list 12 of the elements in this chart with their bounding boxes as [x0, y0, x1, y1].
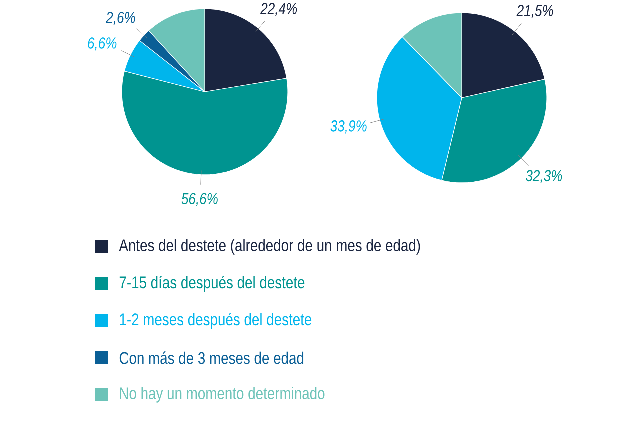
data-label: 56,6%: [182, 193, 218, 206]
data-label: 22,4%: [260, 3, 298, 16]
legend-label: No hay un momento determinado: [120, 387, 325, 403]
legend-label: 7-15 días después del destete: [120, 276, 305, 292]
legend-label: 1-2 meses después del destete: [120, 312, 312, 329]
legend-label: Con más de 3 meses de edad: [120, 352, 304, 364]
data-label: 32,3%: [526, 170, 562, 184]
data-label: 33,9%: [330, 120, 367, 134]
data-label: 21,5%: [516, 5, 554, 18]
data-label: 2,6%: [106, 12, 136, 26]
legend-label: Antes del destete (alrededor de un mes de edad): [119, 239, 420, 255]
data-label: 6,6%: [88, 38, 117, 51]
